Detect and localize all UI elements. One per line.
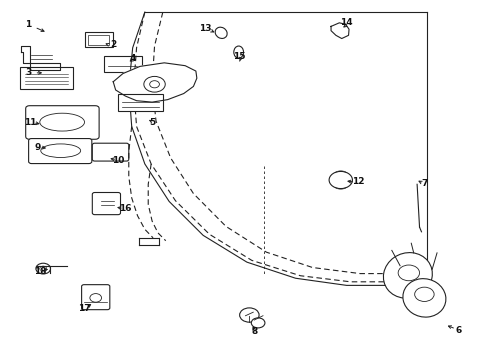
Polygon shape xyxy=(330,23,348,39)
Ellipse shape xyxy=(40,113,84,131)
Text: 7: 7 xyxy=(420,179,427,188)
Text: 3: 3 xyxy=(25,68,31,77)
Circle shape xyxy=(239,308,259,322)
Text: 6: 6 xyxy=(454,325,461,334)
Text: 10: 10 xyxy=(112,156,124,165)
Text: 18: 18 xyxy=(34,267,46,276)
Text: 14: 14 xyxy=(340,18,352,27)
Text: 9: 9 xyxy=(35,143,41,152)
Text: 16: 16 xyxy=(119,204,131,213)
Text: 2: 2 xyxy=(110,40,116,49)
Ellipse shape xyxy=(383,253,431,298)
Ellipse shape xyxy=(343,176,350,184)
Text: 4: 4 xyxy=(129,54,136,63)
Ellipse shape xyxy=(329,176,337,184)
Text: 8: 8 xyxy=(250,327,257,336)
Ellipse shape xyxy=(233,46,243,58)
Circle shape xyxy=(90,294,102,302)
FancyBboxPatch shape xyxy=(92,193,120,215)
Circle shape xyxy=(149,81,159,88)
Ellipse shape xyxy=(334,184,346,189)
Bar xyxy=(20,67,73,89)
FancyBboxPatch shape xyxy=(29,139,92,163)
Bar xyxy=(88,35,109,45)
Circle shape xyxy=(328,171,352,189)
FancyBboxPatch shape xyxy=(81,285,110,310)
Text: 5: 5 xyxy=(149,118,155,127)
Text: 11: 11 xyxy=(24,118,37,127)
Text: 17: 17 xyxy=(78,304,90,313)
Bar xyxy=(85,32,113,47)
Bar xyxy=(104,56,142,72)
Circle shape xyxy=(414,287,433,301)
Text: 15: 15 xyxy=(233,52,245,61)
Ellipse shape xyxy=(215,27,227,39)
FancyBboxPatch shape xyxy=(92,143,128,161)
Text: 12: 12 xyxy=(352,177,364,186)
Circle shape xyxy=(143,76,165,92)
Text: 13: 13 xyxy=(199,24,211,33)
Ellipse shape xyxy=(41,144,81,157)
Circle shape xyxy=(251,318,264,328)
Circle shape xyxy=(397,265,419,281)
Polygon shape xyxy=(113,63,197,102)
Bar xyxy=(118,94,163,111)
Circle shape xyxy=(36,263,50,274)
FancyBboxPatch shape xyxy=(26,106,99,139)
Text: 1: 1 xyxy=(25,20,31,29)
Circle shape xyxy=(40,266,46,271)
Ellipse shape xyxy=(334,171,346,176)
Ellipse shape xyxy=(402,279,445,317)
